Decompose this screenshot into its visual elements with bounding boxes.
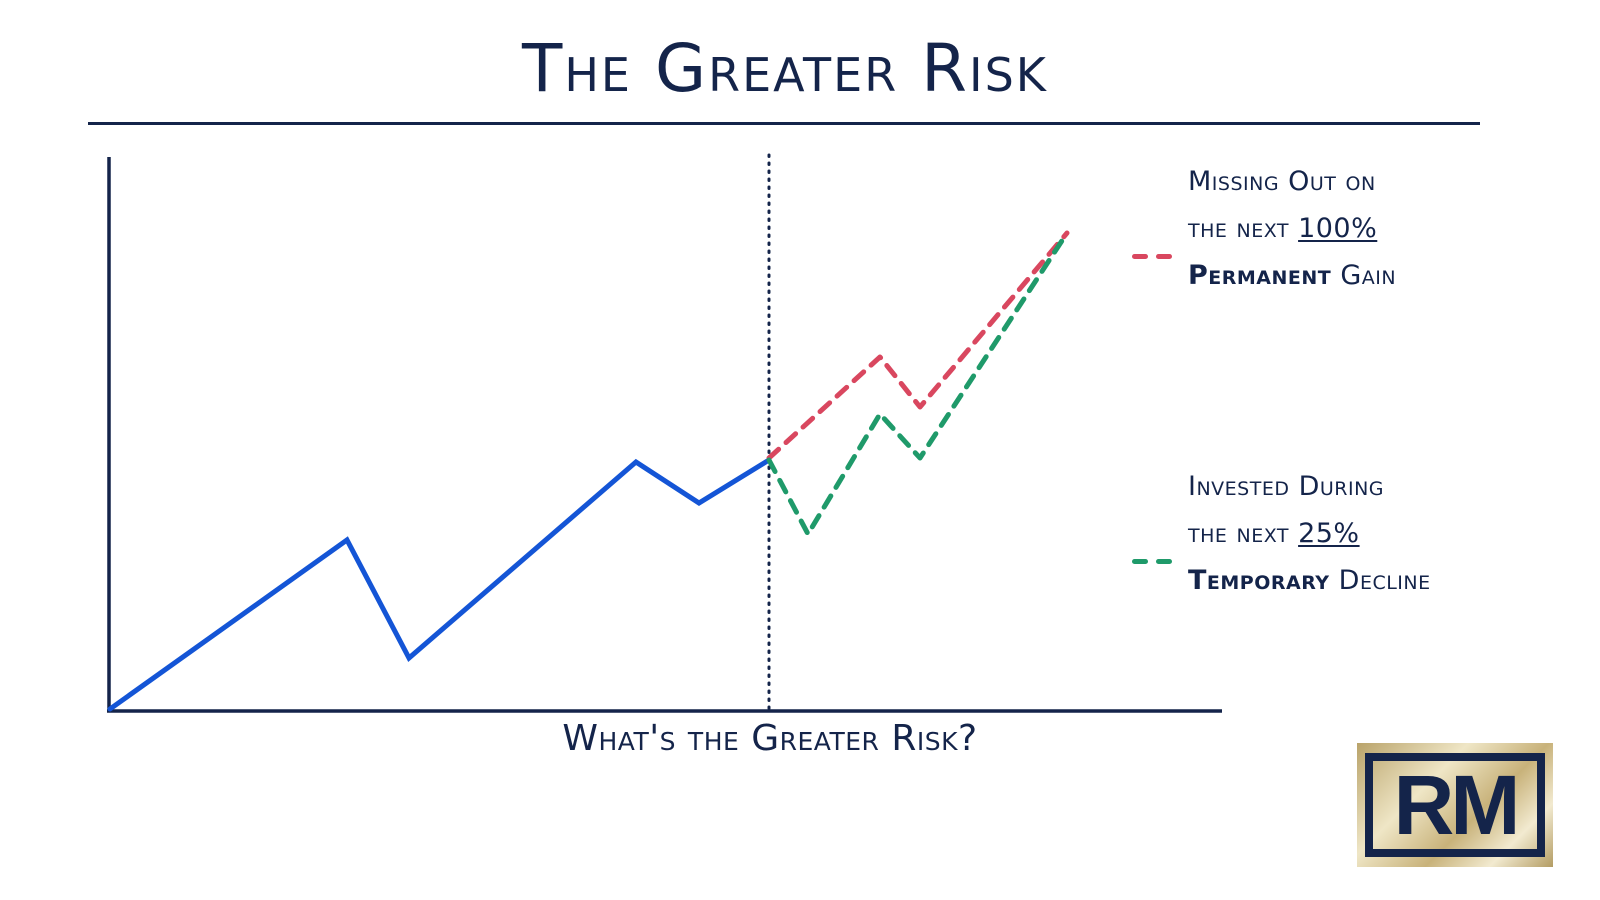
historical-series-line xyxy=(107,457,772,712)
legend-text: Invested During xyxy=(1188,471,1385,502)
page-title: The Greater Risk xyxy=(522,30,1048,107)
legend-invested: Invested During the next 25% Temporary D… xyxy=(1132,463,1431,604)
legend-text: Missing Out on xyxy=(1188,166,1376,197)
legend-text: Gain xyxy=(1331,260,1397,291)
legend-line-1: Missing Out on xyxy=(1132,158,1396,205)
legend-line-2: the next 25% xyxy=(1132,510,1431,564)
legend-line-3: Temporary Decline xyxy=(1132,557,1431,604)
logo-frame xyxy=(1365,753,1545,857)
legend-percent: 100% xyxy=(1298,213,1378,244)
red-dash-swatch-icon xyxy=(1132,227,1176,259)
legend-line-3: Permanent Gain xyxy=(1132,252,1396,299)
legend-text: the next xyxy=(1188,213,1299,244)
legend-emphasis: Temporary xyxy=(1188,565,1330,596)
green-dash-swatch-icon xyxy=(1132,532,1176,564)
legend-text: the next xyxy=(1188,518,1299,549)
x-axis-label: What's the Greater Risk? xyxy=(562,718,978,759)
legend-missing-out: Missing Out on the next 100% Permanent G… xyxy=(1132,158,1396,299)
title-divider xyxy=(88,122,1480,125)
missing-out-series-line xyxy=(766,230,1070,461)
invested-series-line xyxy=(766,230,1070,537)
legend-text: Decline xyxy=(1329,565,1431,596)
rm-logo: RM xyxy=(1357,743,1553,867)
legend-line-2: the next 100% xyxy=(1132,205,1396,259)
legend-emphasis: Permanent xyxy=(1188,260,1332,291)
legend-line-1: Invested During xyxy=(1132,463,1431,510)
logo-text: RM xyxy=(1393,758,1521,852)
legend-percent: 25% xyxy=(1298,518,1360,549)
